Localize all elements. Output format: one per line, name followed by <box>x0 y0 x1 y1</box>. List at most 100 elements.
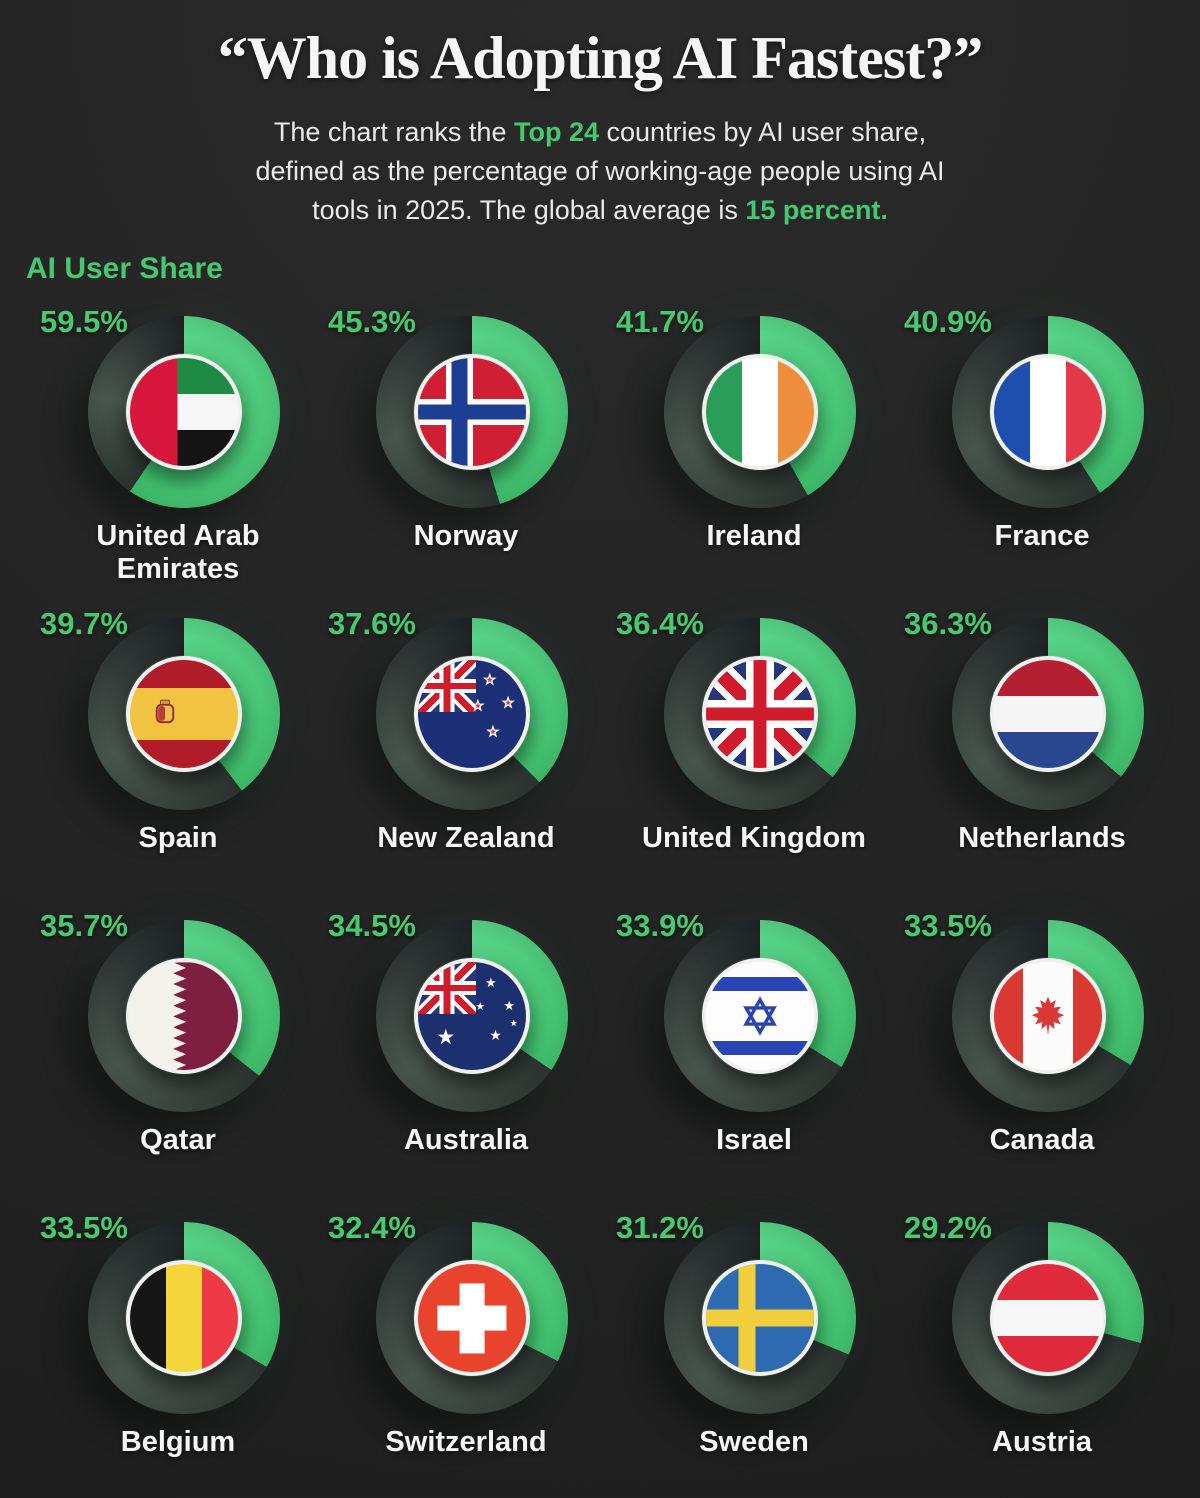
country-chart-canada: 33.5% Canada <box>888 896 1176 1198</box>
qatar-flag-icon <box>126 958 242 1075</box>
country-label: Qatar <box>140 1124 216 1157</box>
country-chart-france: 40.9% France <box>888 292 1176 594</box>
country-chart-netherlands: 36.3% Netherlands <box>888 594 1176 896</box>
flag-field <box>706 1264 814 1373</box>
star-of-david-icon <box>743 996 777 1036</box>
subtitle-highlight-average: 15 percent. <box>745 195 888 226</box>
austria-flag-icon <box>990 1260 1106 1377</box>
country-label: Switzerland <box>385 1426 547 1459</box>
donut-chart <box>664 316 856 509</box>
country-chart-qatar: 35.7% Qatar <box>24 896 312 1198</box>
star-icon <box>502 696 514 709</box>
country-chart-australia: 34.5% Australia <box>312 896 600 1198</box>
flag-field <box>130 660 238 769</box>
donut-chart-grid: 59.5% United Arab Emirates 45.3% Norway … <box>0 286 1200 1498</box>
australia-flag-icon <box>414 958 530 1075</box>
new-zealand-flag-icon <box>414 656 530 773</box>
spain-flag-icon <box>126 656 242 773</box>
uae-flag-icon <box>126 354 242 471</box>
share-value: 40.9% <box>904 304 992 340</box>
subtitle-text: The chart ranks the <box>273 117 514 147</box>
donut-chart <box>376 920 568 1113</box>
share-value: 33.9% <box>616 908 704 944</box>
country-label: New Zealand <box>377 822 555 855</box>
country-chart-ireland: 41.7% Ireland <box>600 292 888 594</box>
share-value: 37.6% <box>328 606 416 642</box>
subtitle-text: defined as the percentage of working-age… <box>255 156 945 187</box>
country-chart-new-zealand: 37.6% New Zealand <box>312 594 600 896</box>
qatar-serration-shape <box>173 962 238 1071</box>
share-value: 35.7% <box>40 908 128 944</box>
swiss-cross-icon <box>437 1306 507 1331</box>
belgium-flag-icon <box>126 1260 242 1377</box>
share-value: 36.4% <box>616 606 704 642</box>
spain-crest-icon <box>155 699 174 724</box>
page-title: “Who is Adopting AI Fastest?” <box>217 25 983 91</box>
subtitle-highlight-top24: Top 24 <box>513 117 599 147</box>
united-kingdom-flag-icon <box>702 656 818 773</box>
share-value: 36.3% <box>904 606 992 642</box>
norway-flag-icon <box>414 354 530 471</box>
country-chart-belgium: 33.5% Belgium <box>24 1198 312 1498</box>
flag-field <box>418 358 526 467</box>
flag-field <box>418 962 526 1071</box>
share-value: 32.4% <box>328 1210 416 1246</box>
country-label: Norway <box>413 520 519 553</box>
flag-field <box>130 1264 238 1373</box>
flag-field <box>994 1264 1102 1373</box>
flag-field <box>994 962 1102 1071</box>
share-value: 33.5% <box>40 1210 128 1246</box>
union-jack-icon <box>418 660 477 713</box>
donut-chart <box>952 316 1144 509</box>
flag-field <box>994 358 1102 467</box>
commonwealth-star-icon <box>436 1027 455 1048</box>
subtitle-text: countries by AI user share, <box>598 117 927 147</box>
share-value: 59.5% <box>40 304 128 340</box>
donut-chart <box>664 1222 856 1415</box>
country-label: Ireland <box>706 520 802 553</box>
country-label: Spain <box>138 822 218 855</box>
donut-chart <box>664 618 856 811</box>
country-label: Canada <box>989 1124 1095 1157</box>
israel-flag-icon <box>702 958 818 1075</box>
france-flag-icon <box>990 354 1106 471</box>
share-value: 31.2% <box>616 1210 704 1246</box>
share-value: 33.5% <box>904 908 992 944</box>
donut-chart <box>664 920 856 1113</box>
flag-field <box>130 358 238 467</box>
metric-label: AI User Share <box>26 252 223 286</box>
country-label: Sweden <box>699 1426 809 1459</box>
country-chart-sweden: 31.2% Sweden <box>600 1198 888 1498</box>
star-icon <box>472 699 484 712</box>
country-chart-austria: 29.2% Austria <box>888 1198 1176 1498</box>
donut-chart <box>376 1222 568 1415</box>
country-chart-norway: 45.3% Norway <box>312 292 600 594</box>
donut-chart <box>88 920 280 1113</box>
ireland-flag-icon <box>702 354 818 471</box>
share-value: 34.5% <box>328 908 416 944</box>
star-icon <box>487 725 499 738</box>
country-label: Netherlands <box>958 822 1126 855</box>
netherlands-flag-icon <box>990 656 1106 773</box>
subtitle: The chart ranks the Top 24 countries by … <box>210 113 990 230</box>
donut-chart <box>88 1222 280 1415</box>
star-icon <box>485 976 497 989</box>
country-chart-switzerland: 32.4% Switzerland <box>312 1198 600 1498</box>
star-icon <box>503 999 515 1012</box>
donut-chart <box>376 316 568 509</box>
country-label: France <box>994 520 1090 553</box>
country-label: United Kingdom <box>642 822 866 855</box>
sweden-flag-icon <box>702 1260 818 1377</box>
flag-field <box>706 358 814 467</box>
donut-chart <box>88 618 280 811</box>
country-label: Austria <box>992 1426 1092 1459</box>
flag-field <box>418 1264 526 1373</box>
donut-chart <box>376 618 568 811</box>
flag-field <box>418 660 526 769</box>
flag-field <box>706 660 814 769</box>
donut-chart <box>952 618 1144 811</box>
country-label: Belgium <box>120 1426 236 1459</box>
star-icon <box>489 1028 502 1042</box>
star-icon <box>475 1002 485 1013</box>
donut-chart <box>88 316 280 509</box>
